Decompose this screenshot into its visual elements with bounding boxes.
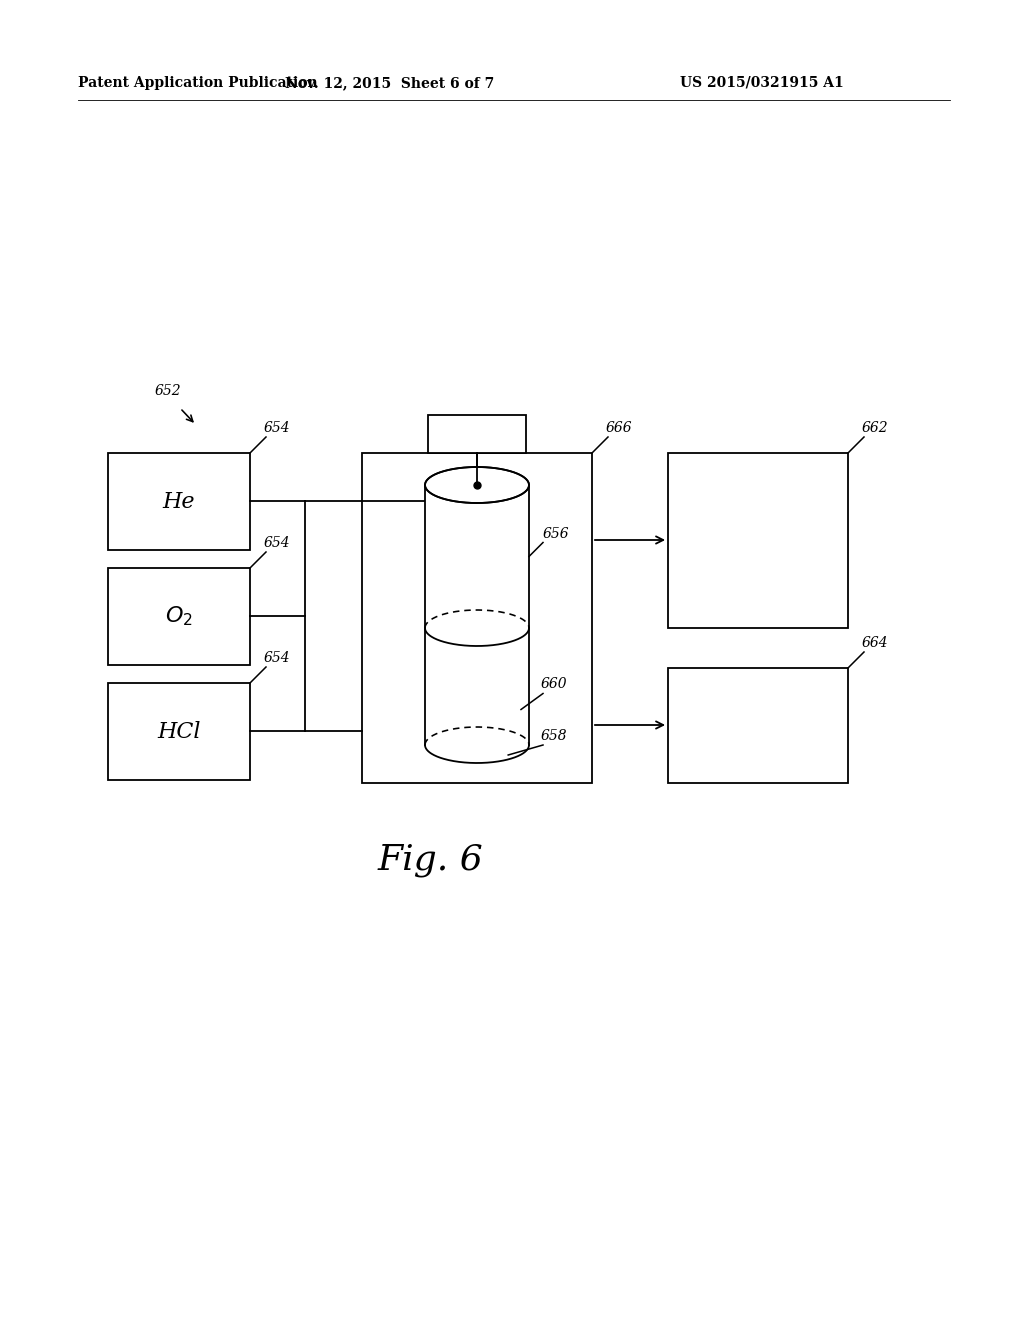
Text: 656: 656	[543, 527, 569, 540]
Text: 654: 654	[264, 421, 291, 436]
Bar	[428, 414, 526, 453]
Bar	[425, 484, 529, 744]
Text: 664: 664	[862, 636, 889, 649]
Text: Fig. 6: Fig. 6	[377, 843, 483, 876]
Text: 652: 652	[155, 384, 181, 399]
Text: $O_2$: $O_2$	[165, 605, 193, 628]
Bar	[362, 453, 592, 783]
Bar	[108, 682, 250, 780]
Text: 658: 658	[541, 729, 567, 743]
Bar	[108, 568, 250, 665]
Text: HCl: HCl	[158, 721, 201, 742]
Bar	[668, 668, 848, 783]
Text: 654: 654	[264, 536, 291, 550]
Bar	[668, 453, 848, 628]
Ellipse shape	[425, 467, 529, 503]
Text: Patent Application Publication: Patent Application Publication	[78, 77, 317, 90]
Bar	[108, 453, 250, 550]
Text: 662: 662	[862, 421, 889, 436]
Text: Nov. 12, 2015  Sheet 6 of 7: Nov. 12, 2015 Sheet 6 of 7	[286, 77, 495, 90]
Text: 666: 666	[606, 421, 633, 436]
Text: 660: 660	[541, 677, 567, 692]
Text: 654: 654	[264, 651, 291, 665]
Text: US 2015/0321915 A1: US 2015/0321915 A1	[680, 77, 844, 90]
Text: He: He	[163, 491, 196, 512]
